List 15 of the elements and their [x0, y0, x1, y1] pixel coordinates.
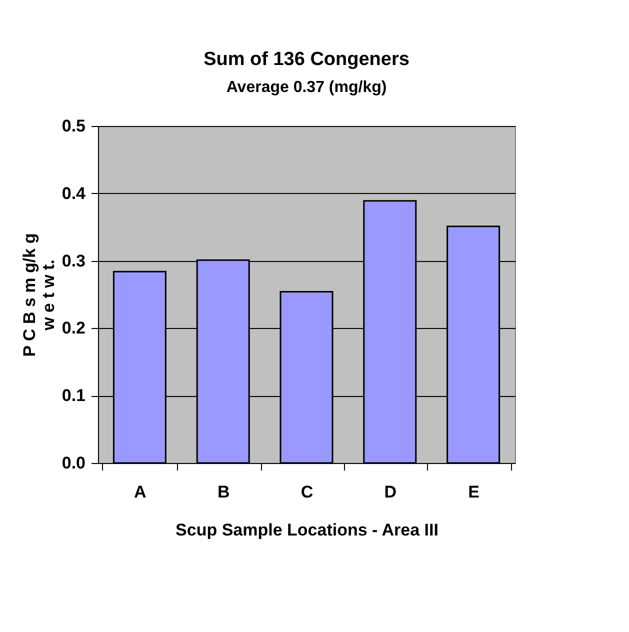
y-axis-title: P C B s m g/k g w e t w t. — [20, 233, 58, 357]
x-tick-label: B — [217, 482, 230, 502]
x-tick-label: C — [300, 482, 314, 502]
x-tick-label: A — [134, 482, 146, 502]
y-tick-label: 0.4 — [62, 184, 86, 203]
x-tick-label: E — [468, 482, 480, 502]
y-tick-label: 0.2 — [62, 318, 86, 338]
y-tick-label: 0.5 — [62, 116, 86, 136]
chart-subtitle: Average 0.37 (mg/kg) — [226, 79, 387, 96]
y-tick-label: 0.3 — [62, 251, 86, 270]
x-axis-title: Scup Sample Locations - Area III — [176, 520, 438, 540]
y-tick-label: 0.1 — [62, 386, 86, 406]
y-tick-label: 0.0 — [62, 454, 86, 472]
x-tick-label: D — [384, 482, 397, 502]
chart-title: Sum of 136 Congeners — [204, 49, 410, 70]
